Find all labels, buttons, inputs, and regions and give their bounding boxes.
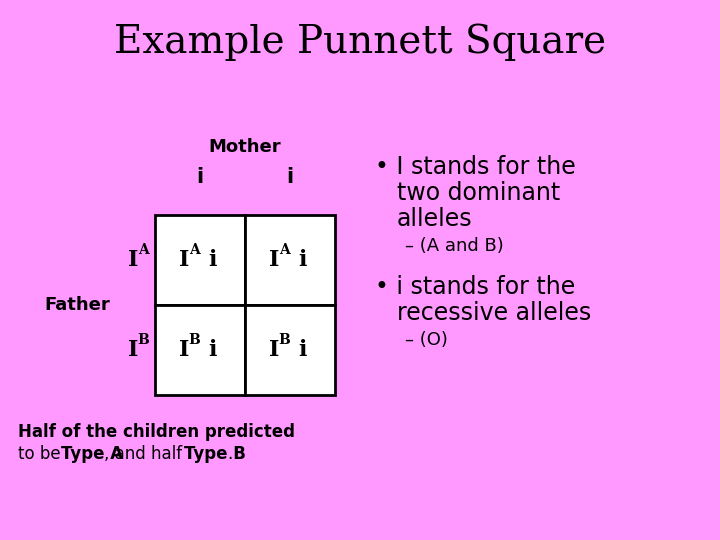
- Text: Type B: Type B: [184, 445, 246, 463]
- Text: Father: Father: [44, 296, 110, 314]
- Bar: [245, 305, 335, 395]
- Bar: [245, 215, 335, 305]
- Text: i: i: [208, 339, 216, 361]
- Text: Example Punnett Square: Example Punnett Square: [114, 23, 606, 60]
- Text: alleles: alleles: [397, 207, 472, 231]
- Text: B: B: [137, 333, 149, 347]
- Text: i: i: [287, 167, 294, 187]
- Text: Type A: Type A: [61, 445, 123, 463]
- Text: i: i: [197, 167, 204, 187]
- Text: I: I: [179, 339, 189, 361]
- Text: , and half: , and half: [104, 445, 188, 463]
- Text: two dominant: two dominant: [397, 181, 560, 205]
- Text: – (O): – (O): [405, 331, 448, 349]
- Text: B: B: [278, 333, 290, 347]
- Text: – (A and B): – (A and B): [405, 237, 504, 255]
- Text: I: I: [269, 339, 279, 361]
- Bar: [155, 305, 245, 395]
- Text: to be: to be: [18, 445, 66, 463]
- Text: A: A: [138, 243, 148, 257]
- Text: I: I: [179, 249, 189, 271]
- Text: i: i: [298, 339, 306, 361]
- Text: A: A: [189, 243, 199, 257]
- Text: .: .: [227, 445, 232, 463]
- Text: B: B: [188, 333, 200, 347]
- Text: Half of the children predicted: Half of the children predicted: [18, 423, 295, 441]
- Bar: [155, 215, 245, 305]
- Text: • I stands for the: • I stands for the: [375, 155, 576, 179]
- Text: • i stands for the: • i stands for the: [375, 275, 575, 299]
- Text: I: I: [128, 339, 138, 361]
- Text: i: i: [298, 249, 306, 271]
- Text: Mother: Mother: [209, 138, 282, 156]
- Text: recessive alleles: recessive alleles: [397, 301, 591, 325]
- Text: I: I: [269, 249, 279, 271]
- Text: A: A: [279, 243, 289, 257]
- Text: I: I: [128, 249, 138, 271]
- Text: i: i: [208, 249, 216, 271]
